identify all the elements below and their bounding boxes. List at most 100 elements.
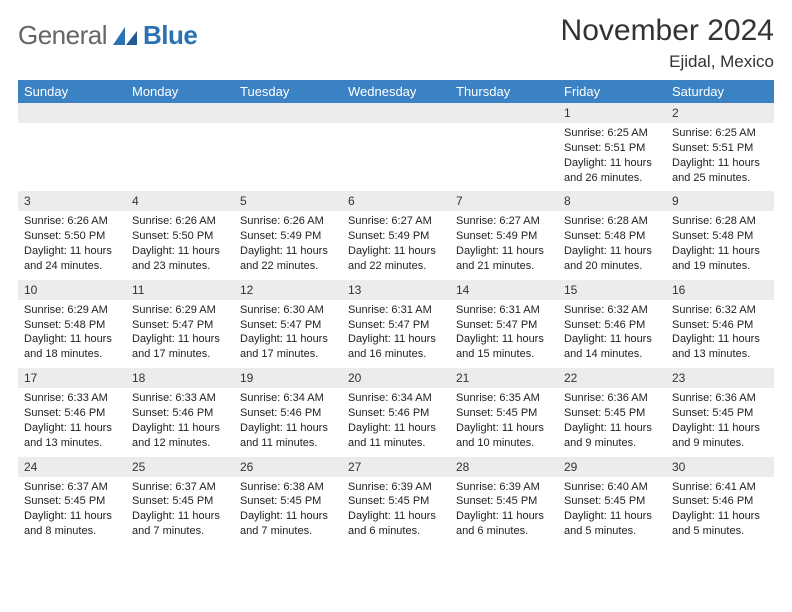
calendar-page: General Blue November 2024 Ejidal, Mexic… [0, 0, 792, 545]
detail-day1: Daylight: 11 hours [456, 421, 552, 436]
detail-day1: Daylight: 11 hours [456, 509, 552, 524]
logo-text-blue: Blue [143, 20, 197, 51]
day-detail: Sunrise: 6:25 AMSunset: 5:51 PMDaylight:… [666, 123, 774, 191]
day-number-cell: 14 [450, 280, 558, 300]
day-number: 19 [234, 368, 342, 388]
detail-sunset: Sunset: 5:45 PM [132, 494, 228, 509]
day-detail-cell: Sunrise: 6:34 AMSunset: 5:46 PMDaylight:… [234, 388, 342, 456]
day-detail-cell: Sunrise: 6:30 AMSunset: 5:47 PMDaylight:… [234, 300, 342, 368]
detail-day2: and 7 minutes. [240, 524, 336, 539]
detail-day2: and 13 minutes. [24, 436, 120, 451]
detail-day1: Daylight: 11 hours [24, 332, 120, 347]
title-block: November 2024 Ejidal, Mexico [561, 14, 774, 72]
day-detail-row: Sunrise: 6:37 AM Sunset: 5:45 PM Daylight:… [18, 477, 774, 545]
day-detail-cell: Sunrise: 6:31 AMSunset: 5:47 PMDaylight:… [450, 300, 558, 368]
detail-day2: and 11 minutes. [240, 436, 336, 451]
day-detail-cell: Sunrise: 6:39 AMSunset: 5:45 PMDaylight:… [342, 477, 450, 545]
detail-sunset: Sunset: 5:48 PM [672, 229, 768, 244]
day-detail-cell: Sunrise: 6:33 AMSunset: 5:46 PMDaylight:… [18, 388, 126, 456]
detail-day2: and 19 minutes. [672, 259, 768, 274]
day-detail: Sunrise: 6:26 AMSunset: 5:50 PMDaylight:… [18, 211, 126, 279]
day-detail: Sunrise: 6:29 AMSunset: 5:48 PMDaylight:… [18, 300, 126, 368]
detail-day1: Daylight: 11 hours [348, 421, 444, 436]
detail-day1: Daylight: 11 hours [672, 332, 768, 347]
day-number: 3 [18, 191, 126, 211]
detail-sunrise: Sunrise: 6:27 AM [348, 214, 444, 229]
day-detail: Sunrise: 6:31 AMSunset: 5:47 PMDaylight:… [450, 300, 558, 368]
day-number-row: 12 [18, 103, 774, 123]
day-detail: Sunrise: 6:37 AMSunset: 5:45 PMDaylight:… [126, 477, 234, 545]
day-detail-cell: Sunrise: 6:34 AMSunset: 5:46 PMDaylight:… [342, 388, 450, 456]
day-number: 30 [666, 457, 774, 477]
detail-sunrise: Sunrise: 6:40 AM [564, 480, 660, 495]
day-detail-cell [450, 123, 558, 191]
detail-sunrise: Sunrise: 6:39 AM [348, 480, 444, 495]
day-number: 22 [558, 368, 666, 388]
detail-sunrise: Sunrise: 6:41 AM [672, 480, 768, 495]
detail-day2: and 13 minutes. [672, 347, 768, 362]
day-detail [234, 123, 342, 183]
day-detail [18, 123, 126, 183]
day-number-row: 10111213141516 [18, 280, 774, 300]
detail-day1: Daylight: 11 hours [24, 509, 120, 524]
day-number-cell [234, 103, 342, 123]
weekday-header: Tuesday [234, 80, 342, 103]
day-detail-row: Sunrise: 6:29 AMSunset: 5:48 PMDaylight:… [18, 300, 774, 368]
day-number-cell: 12 [234, 280, 342, 300]
day-number-cell: 15 [558, 280, 666, 300]
detail-sunrise: Sunrise: 6:36 AM [672, 391, 768, 406]
day-number-row: 3456789 [18, 191, 774, 211]
day-number-cell: 9 [666, 191, 774, 211]
day-number: 12 [234, 280, 342, 300]
detail-sunset: Sunset: 5:46 PM [672, 494, 768, 509]
month-title: November 2024 [561, 14, 774, 48]
weekday-header: Friday [558, 80, 666, 103]
day-detail-cell: Sunrise: 6:33 AMSunset: 5:46 PMDaylight:… [126, 388, 234, 456]
detail-day2: and 24 minutes. [24, 259, 120, 274]
day-detail-cell: Sunrise: 6:25 AMSunset: 5:51 PMDaylight:… [558, 123, 666, 191]
day-detail: Sunrise: 6:39 AMSunset: 5:45 PMDaylight:… [450, 477, 558, 545]
day-detail: Sunrise: 6:34 AMSunset: 5:46 PMDaylight:… [342, 388, 450, 456]
day-detail-cell: Sunrise: 6:28 AMSunset: 5:48 PMDaylight:… [558, 211, 666, 279]
detail-sunrise: Sunrise: 6:36 AM [564, 391, 660, 406]
day-detail: Sunrise: 6:28 AMSunset: 5:48 PMDaylight:… [558, 211, 666, 279]
day-detail: Sunrise: 6:27 AMSunset: 5:49 PMDaylight:… [450, 211, 558, 279]
day-detail-cell [126, 123, 234, 191]
day-number [450, 103, 558, 109]
detail-day1: Daylight: 11 hours [564, 421, 660, 436]
detail-sunset: Sunset: 5:45 PM [672, 406, 768, 421]
detail-sunrise: Sunrise: 6:37 AM [24, 480, 120, 495]
day-detail-cell: Sunrise: 6:37 AMSunset: 5:45 PMDaylight:… [126, 477, 234, 545]
day-number-cell: 5 [234, 191, 342, 211]
detail-day1: Daylight: 11 hours [564, 156, 660, 171]
detail-sunset: Sunset: 5:47 PM [132, 318, 228, 333]
detail-sunrise: Sunrise: 6:31 AM [348, 303, 444, 318]
detail-sunset: Sunset: 5:49 PM [456, 229, 552, 244]
detail-sunrise: Sunrise: 6:28 AM [564, 214, 660, 229]
detail-sunrise: Sunrise: 6:34 AM [348, 391, 444, 406]
day-detail-cell: Sunrise: 6:27 AMSunset: 5:49 PMDaylight:… [342, 211, 450, 279]
detail-sunrise: Sunrise: 6:25 AM [672, 126, 768, 141]
day-number-cell: 10 [18, 280, 126, 300]
day-number: 13 [342, 280, 450, 300]
day-number: 21 [450, 368, 558, 388]
day-number-cell: 11 [126, 280, 234, 300]
detail-sunset: Sunset: 5:46 PM [240, 406, 336, 421]
day-detail-cell: Sunrise: 6:25 AMSunset: 5:51 PMDaylight:… [666, 123, 774, 191]
detail-day1: Daylight: 11 hours [672, 421, 768, 436]
day-number-cell: 22 [558, 368, 666, 388]
detail-day2: and 18 minutes. [24, 347, 120, 362]
day-number [126, 103, 234, 109]
day-detail-cell: Sunrise: 6:26 AMSunset: 5:50 PMDaylight:… [126, 211, 234, 279]
detail-sunset: Sunset: 5:50 PM [132, 229, 228, 244]
day-number-cell [18, 103, 126, 123]
detail-day2: and 9 minutes. [564, 436, 660, 451]
day-detail: Sunrise: 6:34 AMSunset: 5:46 PMDaylight:… [234, 388, 342, 456]
day-detail-cell: Sunrise: 6:26 AMSunset: 5:50 PMDaylight:… [18, 211, 126, 279]
detail-sunrise: Sunrise: 6:27 AM [456, 214, 552, 229]
day-number-cell: 13 [342, 280, 450, 300]
detail-day2: and 17 minutes. [132, 347, 228, 362]
detail-sunset: Sunset: 5:48 PM [24, 318, 120, 333]
day-detail-cell: Sunrise: 6:28 AMSunset: 5:48 PMDaylight:… [666, 211, 774, 279]
day-detail: Sunrise: 6:36 AMSunset: 5:45 PMDaylight:… [666, 388, 774, 456]
